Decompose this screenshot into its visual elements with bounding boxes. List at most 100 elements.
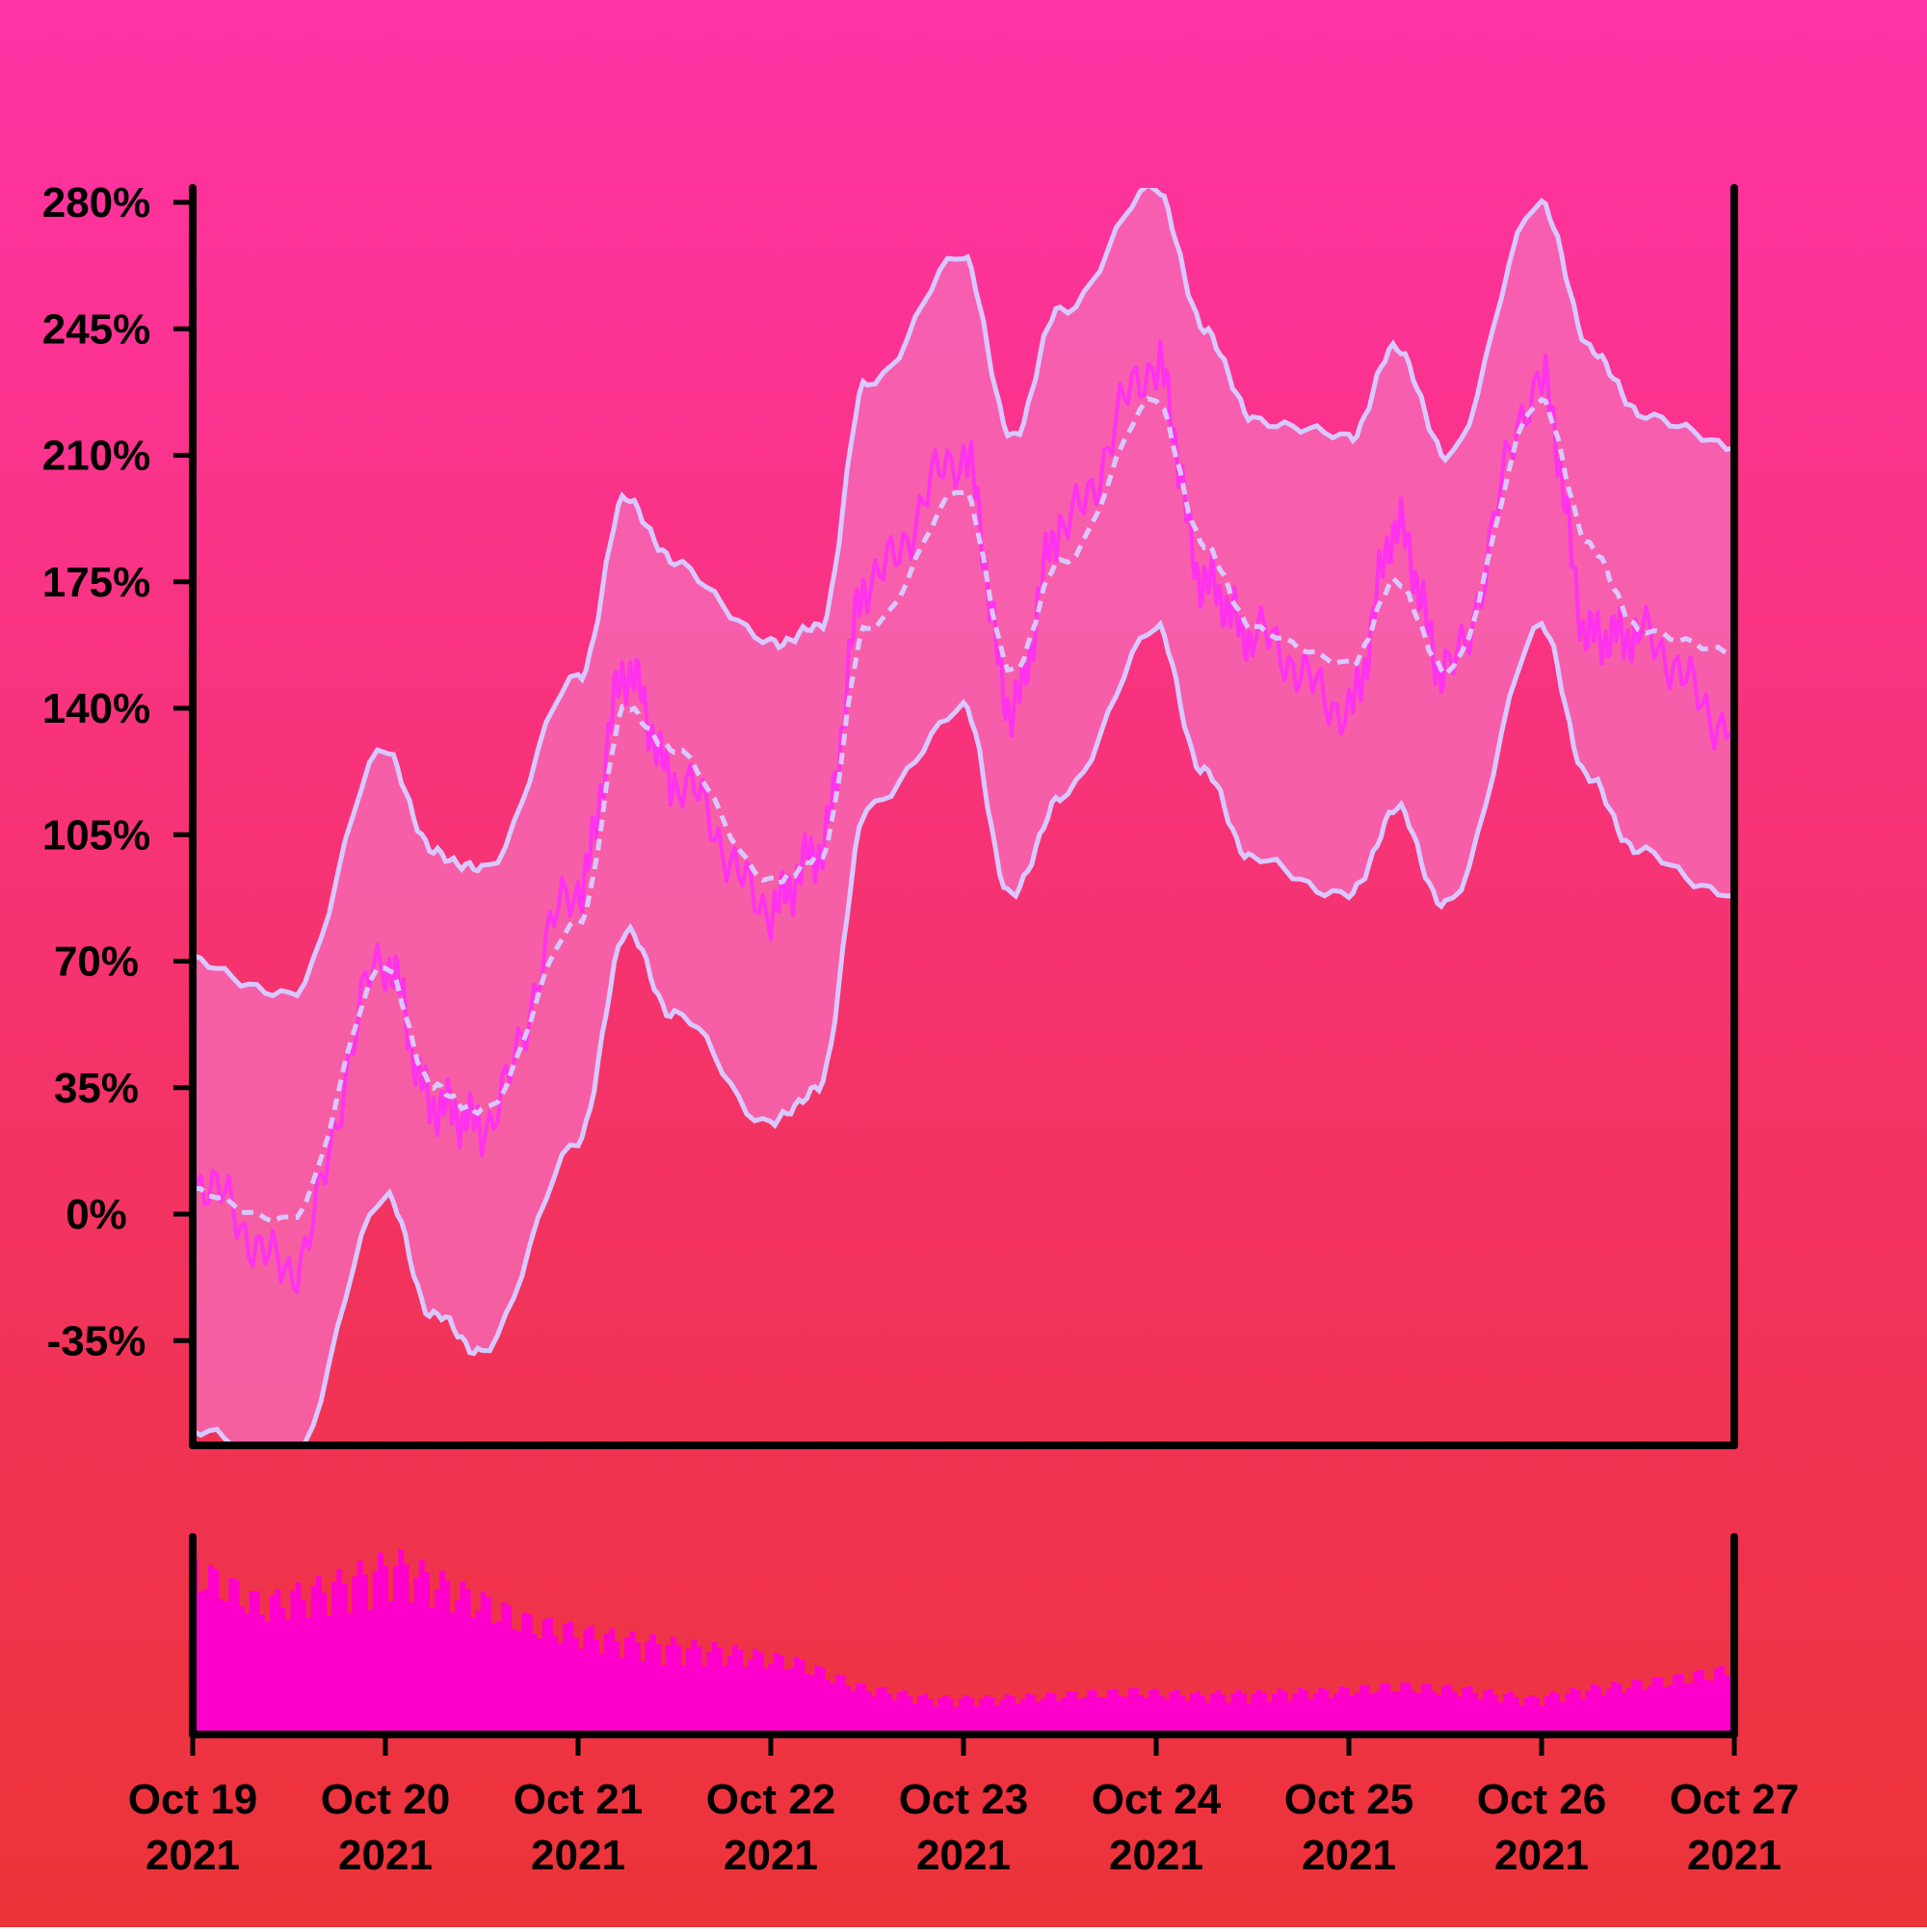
y-tick-label: -35% xyxy=(47,1317,146,1364)
volume-bar xyxy=(680,1665,687,1734)
volume-bar xyxy=(526,1614,533,1734)
volume-bar xyxy=(1138,1695,1145,1734)
x-tick-label-year: 2021 xyxy=(1109,1832,1203,1879)
x-tick-label-date: Oct 27 xyxy=(1670,1776,1800,1823)
volume-bar xyxy=(362,1575,368,1734)
volume-bar xyxy=(506,1605,513,1734)
volume-bar xyxy=(1682,1682,1689,1734)
volume-bar xyxy=(840,1675,846,1734)
volume-bar xyxy=(1626,1687,1632,1734)
volume-bar xyxy=(989,1697,995,1734)
volume-bar xyxy=(1272,1693,1278,1734)
volume-bar xyxy=(326,1615,332,1734)
volume-bar xyxy=(701,1665,707,1734)
volume-bar xyxy=(711,1642,718,1734)
volume-bar xyxy=(1534,1697,1540,1734)
volume-bar xyxy=(1380,1683,1386,1734)
volume-bar xyxy=(788,1668,795,1734)
volume-bar xyxy=(1451,1691,1458,1734)
volume-bar xyxy=(429,1607,436,1734)
volume-bar xyxy=(1621,1692,1627,1734)
volume-bar xyxy=(254,1591,260,1734)
volume-bar xyxy=(717,1648,723,1734)
volume-bar xyxy=(1472,1692,1478,1734)
volume-bar xyxy=(1287,1700,1293,1734)
volume-bar xyxy=(825,1680,831,1734)
volume-bar xyxy=(1035,1702,1042,1734)
volume-bar xyxy=(275,1589,281,1734)
volume-bar xyxy=(655,1644,661,1734)
volume-bar xyxy=(1570,1687,1576,1734)
volume-bar xyxy=(1015,1704,1021,1734)
volume-bar xyxy=(1462,1687,1468,1734)
volume-bar xyxy=(270,1595,276,1734)
volume-bar xyxy=(671,1636,676,1734)
volume-bar xyxy=(834,1674,841,1734)
volume-bar xyxy=(1554,1693,1561,1734)
volume-bar xyxy=(953,1707,960,1734)
volume-bar xyxy=(819,1667,826,1734)
volume-bar xyxy=(948,1698,954,1734)
volume-bar xyxy=(1333,1693,1339,1734)
volume-bar xyxy=(1204,1702,1211,1734)
volume-bar xyxy=(1010,1696,1016,1734)
y-tick-label: 105% xyxy=(42,811,151,859)
volume-bar xyxy=(1631,1679,1638,1734)
volume-bar xyxy=(598,1654,605,1734)
volume-bar xyxy=(1297,1687,1304,1734)
volume-bar xyxy=(495,1621,502,1734)
volume-bar xyxy=(1256,1689,1262,1734)
volume-bar xyxy=(1281,1691,1288,1734)
volume-bar xyxy=(594,1639,599,1734)
y-tick-label: 0% xyxy=(66,1191,127,1238)
volume-bar xyxy=(444,1580,451,1734)
x-tick-label-date: Oct 26 xyxy=(1477,1776,1607,1823)
volume-bar xyxy=(1389,1691,1396,1734)
volume-bar xyxy=(1174,1689,1180,1734)
volume-bar xyxy=(994,1705,1000,1734)
volume-bar xyxy=(1127,1688,1134,1734)
volume-bar xyxy=(1605,1688,1612,1734)
volume-bar xyxy=(475,1610,482,1734)
volume-bar xyxy=(907,1696,913,1734)
y-tick-label: 140% xyxy=(42,685,151,732)
volume-bar xyxy=(1426,1683,1432,1734)
volume-bar xyxy=(1457,1696,1463,1734)
volume-bar xyxy=(942,1695,949,1734)
volume-bar xyxy=(732,1645,738,1734)
volume-bar xyxy=(665,1645,672,1734)
volume-bar xyxy=(922,1694,929,1734)
x-tick-label-date: Oct 21 xyxy=(514,1776,644,1823)
volume-bar xyxy=(773,1653,779,1734)
volume-bar xyxy=(865,1691,872,1734)
volume-bar xyxy=(383,1565,389,1734)
volume-bar xyxy=(649,1633,656,1734)
volume-bar xyxy=(547,1618,553,1734)
price-plot-area xyxy=(193,188,1734,1445)
volume-plot-area xyxy=(193,1549,1734,1734)
x-tick-label-year: 2021 xyxy=(531,1832,625,1879)
volume-bar xyxy=(1266,1702,1273,1734)
volume-bar xyxy=(1436,1694,1442,1734)
volume-bar xyxy=(886,1693,892,1734)
volume-bar xyxy=(675,1645,682,1734)
x-tick-label-date: Oct 19 xyxy=(128,1776,258,1823)
volume-bar xyxy=(1246,1703,1253,1734)
volume-bar xyxy=(1030,1694,1037,1734)
x-tick-label-year: 2021 xyxy=(1494,1832,1589,1879)
volume-bar xyxy=(1292,1693,1299,1734)
volume-bar xyxy=(603,1633,610,1734)
volume-bar xyxy=(964,1695,969,1734)
volume-bar xyxy=(1415,1692,1422,1734)
x-tick-label-date: Oct 22 xyxy=(706,1776,836,1823)
volume-bar xyxy=(568,1621,574,1734)
volume-bar xyxy=(1169,1691,1175,1734)
volume-bar xyxy=(208,1565,214,1734)
volume-bar xyxy=(455,1600,461,1734)
volume-bar xyxy=(896,1692,903,1734)
x-tick-label-date: Oct 20 xyxy=(321,1776,451,1823)
volume-bar xyxy=(640,1661,646,1734)
volume-bar xyxy=(1061,1698,1068,1734)
volume-bar xyxy=(1477,1699,1484,1734)
